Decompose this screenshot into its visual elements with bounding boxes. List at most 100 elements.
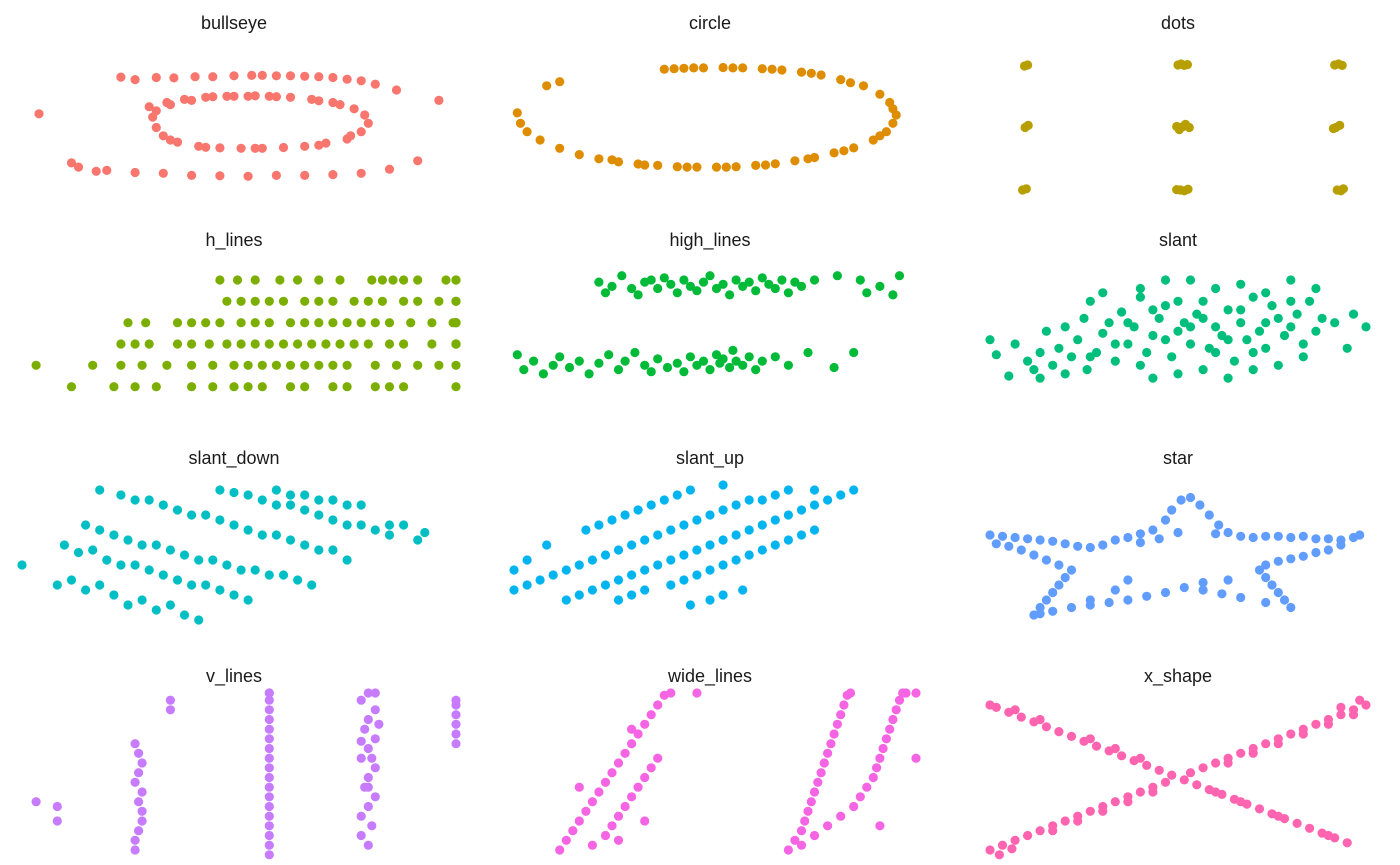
data-point — [314, 140, 324, 150]
data-point — [633, 782, 643, 792]
data-point — [73, 547, 84, 558]
data-point — [1135, 529, 1145, 539]
data-point — [356, 736, 366, 746]
data-point — [584, 369, 594, 379]
data-point — [849, 801, 859, 812]
data-point — [66, 575, 77, 585]
data-point — [862, 782, 872, 792]
data-point — [1336, 702, 1346, 713]
panel-v-lines: v_lines — [31, 666, 461, 860]
data-point — [813, 777, 823, 787]
data-point — [1110, 743, 1120, 754]
data-point — [1338, 184, 1348, 194]
data-point — [278, 339, 289, 349]
data-point — [363, 801, 373, 812]
data-point — [264, 821, 274, 831]
data-point — [399, 296, 409, 306]
data-point — [659, 495, 669, 505]
data-point — [685, 352, 696, 362]
data-point — [855, 275, 865, 285]
data-point — [1016, 545, 1026, 555]
data-point — [17, 560, 27, 570]
data-point — [190, 72, 200, 82]
data-point — [413, 360, 423, 370]
data-point — [836, 490, 846, 500]
panel-title: wide_lines — [667, 666, 752, 687]
data-point — [264, 724, 274, 734]
data-point — [535, 575, 545, 585]
data-point — [878, 743, 888, 754]
data-point — [548, 570, 558, 580]
data-point — [894, 695, 905, 705]
data-point — [367, 275, 377, 285]
data-point — [1066, 731, 1077, 742]
data-point — [1223, 575, 1233, 585]
data-point — [1085, 296, 1095, 306]
data-point — [607, 821, 617, 831]
data-point — [1323, 534, 1333, 544]
data-point — [509, 585, 519, 595]
data-point — [1183, 184, 1193, 194]
data-point — [201, 142, 211, 152]
data-point — [1035, 602, 1045, 613]
data-point — [692, 570, 702, 580]
data-point — [264, 714, 274, 725]
data-point — [151, 106, 161, 116]
data-point — [1198, 296, 1208, 306]
data-point — [796, 826, 807, 836]
data-point — [555, 352, 565, 362]
data-point — [997, 840, 1008, 850]
data-point — [165, 545, 175, 555]
data-point — [1082, 365, 1092, 375]
data-point — [300, 296, 310, 306]
data-point — [718, 62, 728, 73]
data-point — [757, 495, 767, 505]
data-point — [542, 81, 552, 91]
data-point — [293, 339, 303, 349]
data-point — [335, 275, 345, 285]
data-point — [250, 275, 260, 285]
data-point — [1085, 542, 1095, 553]
data-point — [130, 495, 140, 505]
data-point — [888, 290, 898, 300]
data-point — [1355, 530, 1365, 540]
data-point — [1311, 719, 1321, 729]
data-point — [627, 540, 637, 550]
data-point — [666, 580, 676, 590]
data-point — [229, 360, 239, 370]
data-point — [52, 580, 62, 590]
panel-title: circle — [689, 13, 731, 33]
data-point — [172, 137, 183, 147]
data-point — [172, 505, 183, 515]
data-point — [130, 382, 140, 392]
panel-dots: dots — [1018, 13, 1348, 196]
data-point — [872, 763, 882, 773]
data-point — [356, 695, 366, 705]
data-point — [725, 290, 735, 300]
data-point — [243, 382, 253, 392]
data-point — [257, 360, 267, 370]
data-point — [137, 787, 147, 797]
data-point — [222, 560, 232, 570]
data-point — [130, 777, 140, 787]
data-point — [342, 500, 352, 510]
data-point — [328, 545, 338, 555]
data-point — [243, 595, 253, 605]
data-point — [587, 797, 598, 807]
data-point — [823, 495, 833, 505]
data-point — [1073, 541, 1083, 551]
data-point — [809, 500, 820, 510]
data-point — [1298, 729, 1308, 739]
data-point — [1273, 531, 1283, 541]
data-point — [548, 360, 558, 370]
data-point — [264, 743, 274, 754]
panel-title: x_shape — [1144, 666, 1212, 687]
data-point — [123, 535, 133, 545]
data-point — [1286, 532, 1296, 543]
data-point — [451, 710, 461, 720]
data-point — [1048, 606, 1058, 616]
data-point — [698, 356, 709, 366]
data-point — [705, 595, 715, 605]
data-point — [832, 719, 843, 729]
data-point — [264, 792, 274, 802]
